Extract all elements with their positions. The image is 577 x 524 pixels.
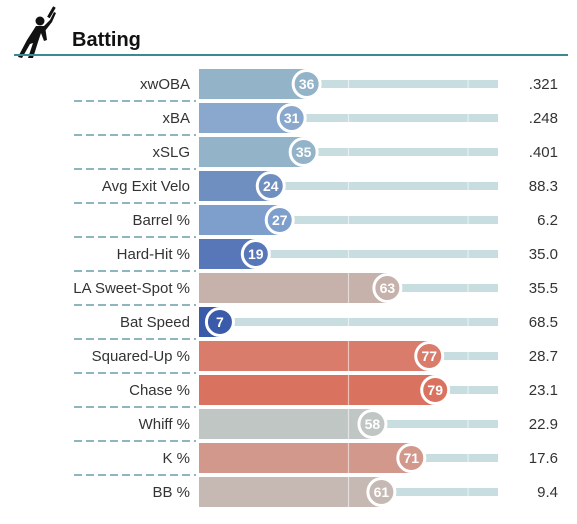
percentile-label: 77 <box>421 348 437 364</box>
bar-row: 24 Avg Exit Velo 88.3 <box>74 168 558 201</box>
stat-value: 88.3 <box>529 178 558 195</box>
stat-value: 22.9 <box>529 416 558 433</box>
category-label: K % <box>162 450 190 467</box>
percentile-marker <box>372 273 403 303</box>
bar-row: 77 Squared-Up % 28.7 <box>74 338 558 371</box>
percentile-track <box>435 386 498 394</box>
stat-value: 9.4 <box>537 484 558 501</box>
bar-row: 58 Whiff % 22.9 <box>74 406 558 439</box>
percentile-bar <box>199 375 436 405</box>
category-label: xwOBA <box>140 76 190 93</box>
stat-value: 23.1 <box>529 382 558 399</box>
stat-value: 17.6 <box>529 450 558 467</box>
percentile-track <box>291 114 498 122</box>
percentile-marker <box>264 205 295 235</box>
percentile-label: 7 <box>216 314 224 330</box>
percentile-marker <box>288 137 319 167</box>
category-label: Squared-Up % <box>92 348 190 365</box>
stat-value: .248 <box>529 110 558 127</box>
percentile-label: 24 <box>263 178 279 194</box>
percentile-bar <box>199 341 430 371</box>
percentile-marker <box>396 443 427 473</box>
percentile-track <box>303 148 498 156</box>
category-label: Whiff % <box>139 416 190 433</box>
percentile-bar <box>199 477 382 507</box>
bar-row: 27 Barrel % 6.2 <box>74 202 558 235</box>
percentile-label: 19 <box>248 246 264 262</box>
category-label: BB % <box>152 484 190 501</box>
percentile-marker <box>414 341 445 371</box>
stat-value: 35.0 <box>529 246 558 263</box>
bar-row: 35 xSLG .401 <box>74 134 558 167</box>
percentile-marker <box>255 171 286 201</box>
percentile-label: 63 <box>380 280 396 296</box>
category-label: Avg Exit Velo <box>102 178 190 195</box>
percentile-marker <box>420 375 451 405</box>
percentile-track <box>219 318 498 326</box>
percentile-track <box>387 284 498 292</box>
bar-row: 31 xBA .248 <box>74 100 558 133</box>
bar-row: 71 K % 17.6 <box>74 440 558 473</box>
category-label: Barrel % <box>132 212 190 229</box>
percentile-bar <box>199 69 307 99</box>
category-label: xBA <box>162 110 190 127</box>
percentile-label: 27 <box>272 212 288 228</box>
stat-value: .321 <box>529 76 558 93</box>
percentile-track <box>372 420 498 428</box>
bar-row: 36 xwOBA .321 <box>140 69 558 99</box>
stat-value: 6.2 <box>537 212 558 229</box>
bar-row: 7 Bat Speed 68.5 <box>74 304 558 337</box>
percentile-track <box>306 80 498 88</box>
percentile-track <box>279 216 498 224</box>
category-label: Hard-Hit % <box>117 246 190 263</box>
percentile-marker <box>204 307 235 337</box>
percentile-label: 35 <box>296 144 312 160</box>
stat-value: .401 <box>529 144 558 161</box>
page-title: Batting <box>72 29 141 51</box>
category-label: xSLG <box>152 144 190 161</box>
category-label: LA Sweet-Spot % <box>73 280 190 297</box>
percentile-marker <box>291 69 322 99</box>
percentile-bar <box>199 137 304 167</box>
percentile-track <box>381 488 498 496</box>
category-label: Bat Speed <box>120 314 190 331</box>
percentile-track <box>255 250 498 258</box>
percentile-marker <box>357 409 388 439</box>
percentile-label: 71 <box>404 450 420 466</box>
percentile-label: 58 <box>365 416 381 432</box>
bar-row: 79 Chase % 23.1 <box>74 372 558 405</box>
percentile-bar <box>199 443 412 473</box>
percentile-marker <box>240 239 271 269</box>
percentile-bar <box>199 103 292 133</box>
batter-silhouette-icon <box>18 6 56 58</box>
percentile-marker <box>366 477 397 507</box>
stat-value: 68.5 <box>529 314 558 331</box>
percentile-track <box>429 352 498 360</box>
percentile-label: 79 <box>427 382 443 398</box>
percentile-bar <box>199 273 388 303</box>
percentile-track <box>270 182 498 190</box>
percentile-label: 36 <box>299 76 315 92</box>
stat-value: 28.7 <box>529 348 558 365</box>
percentile-marker <box>276 103 307 133</box>
percentile-label: 31 <box>284 110 300 126</box>
bar-row: 19 Hard-Hit % 35.0 <box>74 236 558 269</box>
bar-row: 61 BB % 9.4 <box>74 474 558 507</box>
percentile-bar <box>199 409 373 439</box>
stat-value: 35.5 <box>529 280 558 297</box>
percentile-label: 61 <box>374 484 390 500</box>
category-label: Chase % <box>129 382 190 399</box>
percentile-track <box>411 454 498 462</box>
bar-row: 63 LA Sweet-Spot % 35.5 <box>73 270 558 303</box>
